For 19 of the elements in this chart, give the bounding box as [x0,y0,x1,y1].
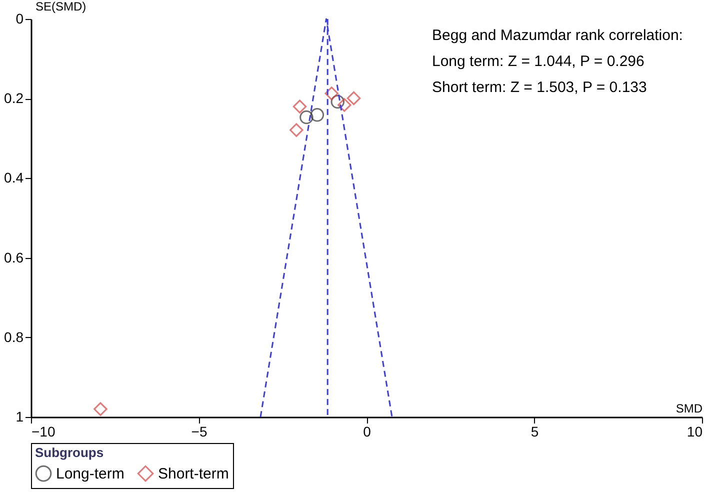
x-axis-title: SMD [676,402,703,416]
legend-title: Subgroups [35,445,104,460]
x-tick-label: 5 [530,424,539,440]
y-tick-label: 0.8 [4,328,24,345]
y-tick-label: 0 [16,10,24,26]
x-tick-label: −10 [32,424,56,440]
y-tick-label: 0.4 [4,170,24,186]
x-tick-label: 10 [686,424,703,440]
annotation: Begg and Mazumdar rank correlation: [432,27,683,44]
y-axis-title: SE(SMD) [36,0,86,14]
annotation: Long term: Z = 1.044, P = 0.296 [432,53,644,70]
x-tick-label: 0 [363,424,372,440]
annotation: Short term: Z = 1.503, P = 0.133 [432,79,647,96]
x-tick-label: −5 [191,424,208,440]
legend-label: Short-term [158,466,229,483]
y-tick-label: 0.2 [4,90,24,106]
legend-label: Long-term [56,466,124,483]
y-tick-label: 0.6 [4,249,24,266]
y-tick-label: 1 [16,408,24,424]
